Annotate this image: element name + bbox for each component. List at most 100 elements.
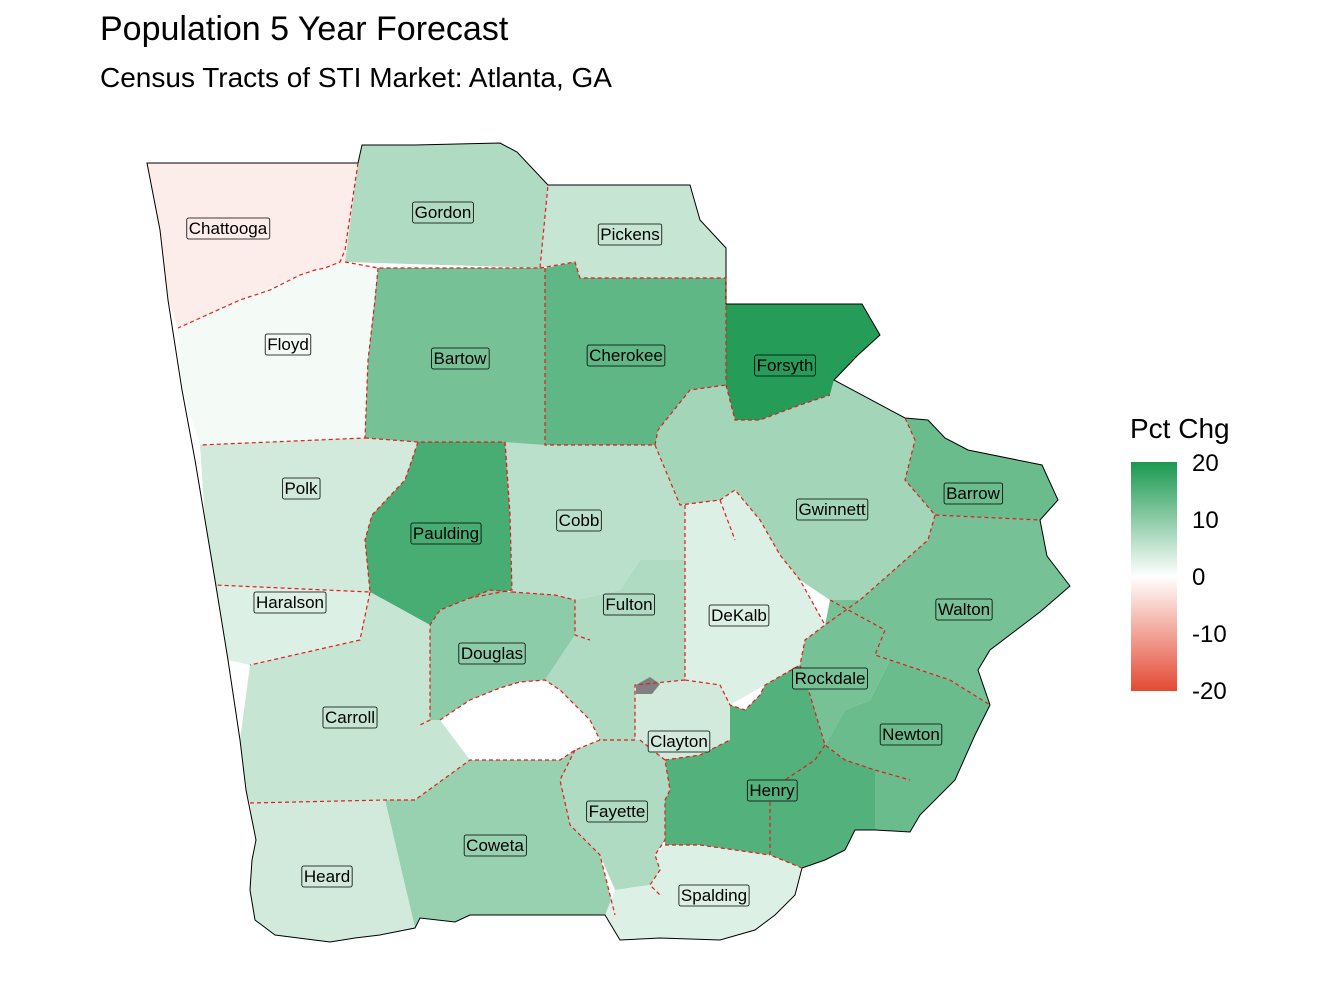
county-label-box [597, 223, 663, 246]
county-label-text: Coweta [466, 836, 524, 855]
county-label-box [943, 482, 1004, 505]
county-label-box [463, 834, 527, 857]
county-label-polk: Polk [282, 477, 321, 500]
legend-title: Pct Chg [1130, 413, 1230, 444]
county-label-text: Walton [938, 600, 990, 619]
legend-tick-neg20: -20 [1192, 678, 1227, 705]
county-label-text: Henry [749, 781, 795, 800]
county-label-text: Chattooga [189, 219, 268, 238]
county-label-paulding: Paulding [410, 522, 482, 545]
county-henry [665, 665, 875, 868]
county-label-heard: Heard [301, 865, 353, 888]
county-label-fayette: Fayette [586, 800, 648, 823]
county-label-text: Newton [882, 725, 940, 744]
county-label-box [586, 344, 666, 367]
county-label-box [647, 730, 711, 753]
county-label-fulton: Fulton [602, 593, 656, 616]
county-label-box [458, 642, 526, 665]
county-label-text: Gwinnett [798, 500, 865, 519]
county-label-haralson: Haralson [253, 591, 327, 614]
county-carroll [240, 592, 470, 803]
county-label-box [602, 593, 656, 616]
county-label-box [322, 706, 378, 729]
county-label-gordon: Gordon [412, 201, 474, 224]
county-label-text: Barrow [946, 484, 1001, 503]
county-label-box [556, 509, 602, 532]
county-label-box [935, 598, 993, 621]
county-label-gwinnett: Gwinnett [796, 498, 869, 521]
county-label-pickens: Pickens [597, 223, 663, 246]
county-label-text: Bartow [434, 349, 488, 368]
legend-tick-10: 10 [1192, 507, 1219, 534]
county-label-chattooga: Chattooga [186, 217, 271, 240]
map-title: Population 5 Year Forecast [100, 10, 509, 48]
county-polk [200, 438, 418, 592]
county-label-spalding: Spalding [678, 884, 750, 907]
county-label-cherokee: Cherokee [586, 344, 666, 367]
county-borders [177, 162, 1041, 916]
county-label-text: DeKalb [711, 606, 767, 625]
county-label-text: Forsyth [757, 356, 814, 375]
county-label-bartow: Bartow [431, 347, 490, 370]
county-label-text: Polk [284, 479, 318, 498]
county-label-box [792, 667, 868, 690]
county-label-coweta: Coweta [463, 834, 527, 857]
county-label-text: Rockdale [795, 669, 866, 688]
county-label-box [879, 723, 943, 746]
county-label-box [264, 333, 312, 356]
county-label-box [796, 498, 869, 521]
county-label-newton: Newton [879, 723, 943, 746]
county-label-cobb: Cobb [556, 509, 602, 532]
map-subtitle: Census Tracts of STI Market: Atlanta, GA [100, 62, 612, 93]
county-label-text: Haralson [256, 593, 324, 612]
county-label-floyd: Floyd [264, 333, 312, 356]
county-label-box [586, 800, 648, 823]
county-newton [825, 660, 990, 832]
county-label-barrow: Barrow [943, 482, 1004, 505]
county-label-henry: Henry [746, 779, 798, 802]
county-label-text: Cherokee [589, 346, 663, 365]
county-barrow [905, 418, 1058, 520]
county-dekalb [685, 490, 825, 705]
county-label-dekalb: DeKalb [708, 604, 770, 627]
county-label-text: Floyd [267, 335, 309, 354]
county-label-box [708, 604, 770, 627]
county-label-text: Paulding [413, 524, 479, 543]
legend-tick-neg10: -10 [1192, 621, 1227, 648]
legend-tick-20: 20 [1192, 450, 1219, 477]
county-label-clayton: Clayton [647, 730, 711, 753]
county-label-text: Spalding [681, 886, 747, 905]
legend-color-bar [1131, 462, 1177, 691]
county-label-box [412, 201, 474, 224]
county-label-box [431, 347, 490, 370]
county-label-text: Clayton [650, 732, 708, 751]
county-label-box [186, 217, 271, 240]
legend-tick-0: 0 [1192, 564, 1206, 591]
missing-data-tract [636, 677, 660, 694]
county-label-text: Gordon [415, 203, 472, 222]
county-label-douglas: Douglas [458, 642, 526, 665]
county-label-box [746, 779, 798, 802]
county-label-text: Carroll [325, 708, 375, 727]
county-label-box [253, 591, 327, 614]
county-gwinnett [655, 380, 935, 600]
county-label-box [410, 522, 482, 545]
county-label-box [301, 865, 353, 888]
region-outline [146, 142, 1071, 943]
county-label-forsyth: Forsyth [754, 354, 816, 377]
county-label-box [678, 884, 750, 907]
county-label-box [282, 477, 321, 500]
county-label-carroll: Carroll [322, 706, 378, 729]
county-label-walton: Walton [935, 598, 993, 621]
county-labels: Chattooga Gordon Pickens Floyd Bartow Cheroke… [186, 201, 1004, 907]
county-label-text: Fayette [589, 802, 646, 821]
county-label-box [754, 354, 816, 377]
county-label-text: Douglas [461, 644, 523, 663]
county-label-rockdale: Rockdale [792, 667, 868, 690]
county-label-text: Cobb [559, 511, 600, 530]
county-label-text: Pickens [600, 225, 660, 244]
county-chattooga [147, 163, 358, 328]
county-label-text: Heard [304, 867, 350, 886]
county-label-text: Fulton [605, 595, 652, 614]
